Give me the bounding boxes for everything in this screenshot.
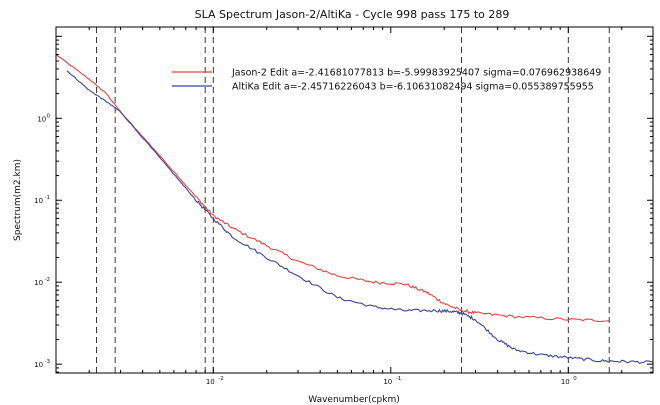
y-tick-label-exp-3: 0 xyxy=(47,113,51,119)
x-axis-label: Wavenumber(cpkm) xyxy=(308,395,400,405)
y-tick-label-exp-2: -1 xyxy=(45,195,50,201)
legend-label-0: Jason-2 Edit a=-2.41681077813 b=-5.99983… xyxy=(231,68,601,79)
series-group xyxy=(55,53,654,365)
plot-frame xyxy=(55,26,654,374)
x-tick-label-2: 10 xyxy=(561,378,570,386)
y-tick-label-exp-0: -3 xyxy=(45,359,51,365)
x-tick-label-0: 10 xyxy=(206,378,215,386)
series-line-1 xyxy=(66,70,654,365)
legend: Jason-2 Edit a=-2.41681077813 b=-5.99983… xyxy=(172,68,601,93)
y-tick-label-exp-1: -2 xyxy=(45,277,50,283)
y-tick-label-2: 10 xyxy=(34,197,43,205)
y-tick-label-0: 10 xyxy=(34,361,43,369)
x-tick-label-1: 10 xyxy=(383,378,392,386)
y-tick-label-3: 10 xyxy=(37,115,46,123)
x-tick-label-exp-1: -1 xyxy=(396,376,401,382)
chart-title: SLA Spectrum Jason-2/AltiKa - Cycle 998 … xyxy=(195,8,510,21)
x-tick-label-exp-0: -2 xyxy=(218,376,223,382)
vertical-reference-lines xyxy=(96,27,610,373)
y-axis-label: Spectrum(m2.km) xyxy=(13,159,23,241)
series-line-0 xyxy=(55,53,610,323)
legend-label-1: AltiKa Edit a=-2.45716226043 b=-6.106310… xyxy=(232,82,594,93)
x-tick-label-exp-2: 0 xyxy=(573,376,577,382)
y-tick-label-1: 10 xyxy=(34,279,43,287)
